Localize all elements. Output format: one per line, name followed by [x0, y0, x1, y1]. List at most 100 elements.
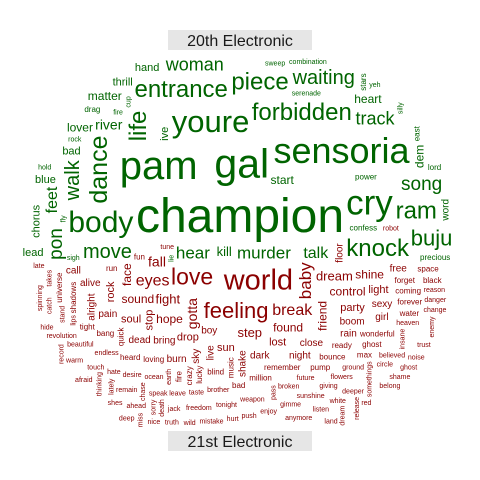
word-boy: boy [201, 326, 217, 337]
word-bad: bad [62, 146, 80, 158]
word-bring: bring [153, 335, 175, 346]
word-revolution: revolution [46, 333, 76, 340]
word-start: start [271, 173, 295, 187]
word-beautiful: beautiful [67, 341, 94, 348]
word-weapon: weapon [239, 396, 265, 403]
word-speak: speak [149, 390, 168, 397]
word-white: white [329, 398, 346, 405]
word-free: free [390, 264, 408, 275]
word-piece: piece [231, 68, 288, 95]
word-pain: pain [98, 309, 117, 320]
word-takes: takes [47, 269, 54, 286]
word-ive: ive [159, 127, 171, 141]
word-baby: baby [296, 262, 315, 299]
word-close: close [300, 338, 324, 349]
word-push: push [241, 413, 256, 420]
word-lord: lord [428, 163, 441, 172]
word-friend: friend [315, 301, 329, 331]
word-party: party [340, 302, 365, 314]
word-forget: forget [394, 276, 415, 285]
word-pam: pam [120, 144, 198, 188]
word-believed: believed [379, 353, 405, 360]
word-hand: hand [135, 62, 159, 74]
word-night: night [289, 350, 311, 361]
word-lie: lie [168, 255, 175, 262]
word-track: track [356, 108, 396, 128]
word-touch: touch [87, 364, 104, 371]
word-endless: endless [95, 350, 120, 357]
word-mistake: mistake [199, 419, 223, 426]
word-ghost: ghost [400, 364, 417, 371]
word-buju: buju [411, 226, 453, 251]
word-warm: warm [65, 357, 83, 364]
word-giving: giving [319, 383, 337, 390]
word-loving: loving [143, 355, 164, 364]
word-blue: blue [35, 174, 56, 186]
word-truth: truth [165, 420, 179, 427]
word-robot: robot [383, 226, 399, 233]
word-taste: taste [189, 390, 204, 397]
word-circle: circle [377, 362, 393, 369]
word-change: change [423, 307, 446, 314]
word-lead: lead [23, 247, 44, 259]
word-move: move [83, 241, 132, 263]
word-call: call [66, 265, 81, 276]
word-stop: stop [144, 310, 156, 331]
word-red: red [361, 400, 371, 407]
word-gotta: gotta [184, 298, 200, 329]
word-dead: dead [129, 335, 151, 346]
word-jack: jack [167, 406, 181, 413]
word-thinking: thinking [97, 372, 104, 396]
word-song: song [401, 174, 442, 195]
word-heart: heart [354, 92, 382, 106]
word-space: space [417, 265, 439, 274]
word-bounce: bounce [319, 352, 346, 361]
word-fire: fire [113, 109, 123, 116]
word-catch: catch [47, 297, 54, 314]
word-hold: hold [38, 164, 51, 171]
word-matter: matter [88, 89, 122, 103]
word-bad: bad [232, 381, 245, 390]
word-reason: reason [424, 287, 446, 294]
word-sweep: sweep [265, 60, 285, 67]
word-sun: sun [217, 342, 235, 354]
word-world: world [223, 264, 293, 296]
word-remain: remain [116, 387, 138, 394]
word-music: music [227, 357, 236, 378]
word-water: water [399, 309, 420, 318]
word-soul: soul [121, 313, 141, 325]
word-dark: dark [250, 351, 270, 362]
word-sound: sound [121, 292, 154, 306]
word-blind: blind [207, 368, 224, 377]
word-chase: chase [140, 382, 147, 401]
word-alive: alive [80, 278, 101, 289]
word-cry: cry [346, 184, 393, 223]
word-sky: sky [191, 349, 202, 364]
word-danger: danger [424, 297, 446, 304]
word-crazy: crazy [185, 366, 194, 385]
word-boom: boom [340, 316, 365, 327]
word-quick: quick [117, 326, 126, 346]
bottom-panel-label-bg [168, 431, 312, 451]
word-bang: bang [96, 329, 114, 338]
word-tight: tight [80, 323, 96, 332]
word-fly: fly [60, 215, 67, 223]
word-serenade: serenade [292, 91, 321, 98]
word-desire: desire [123, 372, 142, 379]
word-dem: dem [413, 145, 427, 168]
word-shes: shes [108, 400, 123, 407]
word-wild: wild [183, 420, 196, 427]
word-floor: floor [335, 243, 346, 263]
word-pon: pon [46, 228, 67, 260]
word-dance: dance [85, 136, 113, 204]
word-sexy: sexy [372, 299, 393, 310]
word-kill: kill [217, 244, 232, 259]
word-live: live [205, 345, 216, 360]
word-pump: pump [310, 363, 331, 372]
word-heaven: heaven [396, 320, 419, 327]
word-gal: gal [214, 140, 269, 186]
word-rock: rock [68, 137, 82, 144]
word-late: late [33, 263, 44, 270]
